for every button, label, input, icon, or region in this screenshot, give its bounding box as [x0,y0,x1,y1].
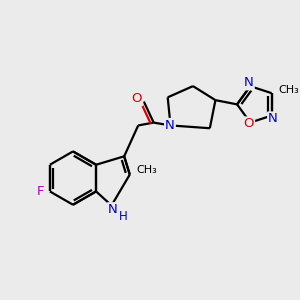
Text: H: H [119,210,128,223]
Text: O: O [244,117,254,130]
Text: N: N [268,112,278,125]
Text: F: F [37,185,45,198]
Text: CH₃: CH₃ [136,165,157,176]
Text: N: N [244,76,254,89]
Text: CH₃: CH₃ [278,85,299,95]
Text: N: N [108,203,118,216]
Text: O: O [132,92,142,105]
Text: N: N [165,119,175,132]
